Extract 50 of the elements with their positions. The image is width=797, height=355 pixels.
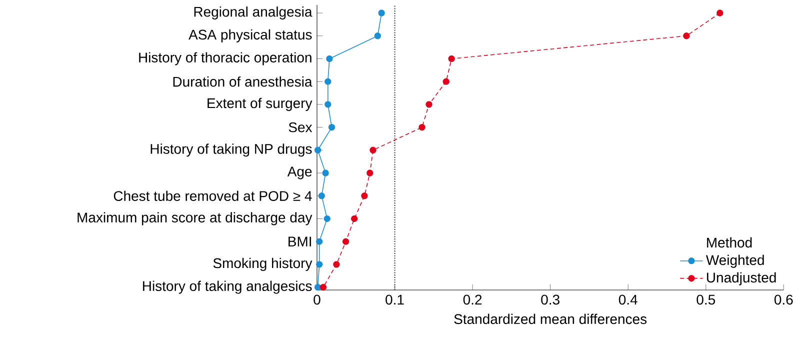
point — [328, 124, 336, 131]
point — [378, 10, 385, 16]
legend-label: Weighted — [706, 254, 764, 268]
x-tick-label: 0.6 — [774, 294, 793, 305]
y-tick-label: History of thoracic operation — [139, 52, 312, 66]
point — [683, 32, 690, 40]
x-axis-title: Standardized mean differences — [454, 314, 647, 324]
point — [314, 284, 322, 291]
legend-title: Method — [707, 237, 752, 248]
y-tick-label: Duration of anesthesia — [173, 76, 312, 87]
point — [442, 78, 450, 85]
point — [366, 170, 374, 176]
point — [316, 261, 323, 268]
x-tick-label: 0.1 — [386, 294, 404, 305]
point — [342, 238, 350, 245]
point — [324, 78, 332, 85]
y-tick-label: History of taking analgesics — [143, 280, 312, 294]
point — [320, 284, 327, 291]
y-tick-label: History of taking NP drugs — [150, 144, 312, 157]
point — [361, 192, 368, 200]
point — [322, 170, 329, 176]
y-tick-label: Extent of surgery — [208, 98, 312, 111]
point — [318, 192, 325, 200]
y-tick-label: Sex — [288, 122, 312, 132]
point — [426, 101, 432, 108]
y-tick-label: Age — [287, 166, 312, 180]
point — [374, 32, 381, 40]
point — [370, 146, 376, 154]
y-tick-label: Regional analgesia — [194, 6, 312, 20]
y-tick-label: Smoking history — [213, 258, 312, 271]
point — [324, 215, 330, 222]
point — [448, 55, 455, 62]
point — [314, 146, 322, 154]
point — [716, 10, 724, 16]
x-tick-label: 0 — [314, 294, 320, 305]
legend-label: Unadjusted — [706, 272, 776, 286]
y-tick-label: Chest tube removed at POD ≥ 4 — [114, 190, 312, 201]
point — [333, 261, 340, 268]
x-tick-label: 0.5 — [696, 294, 716, 305]
y-tick-label: ASA physical status — [188, 29, 312, 42]
x-tick-label: 0.2 — [463, 294, 482, 305]
y-tick-label: Maximum pain score at discharge day — [78, 212, 312, 226]
point — [324, 101, 332, 108]
point — [316, 238, 323, 245]
y-tick-label: BMI — [288, 236, 311, 246]
x-tick-label: 0.3 — [541, 294, 560, 305]
point — [351, 215, 358, 222]
point — [326, 55, 333, 62]
point — [418, 124, 426, 131]
x-tick-label: 0.4 — [618, 294, 638, 305]
